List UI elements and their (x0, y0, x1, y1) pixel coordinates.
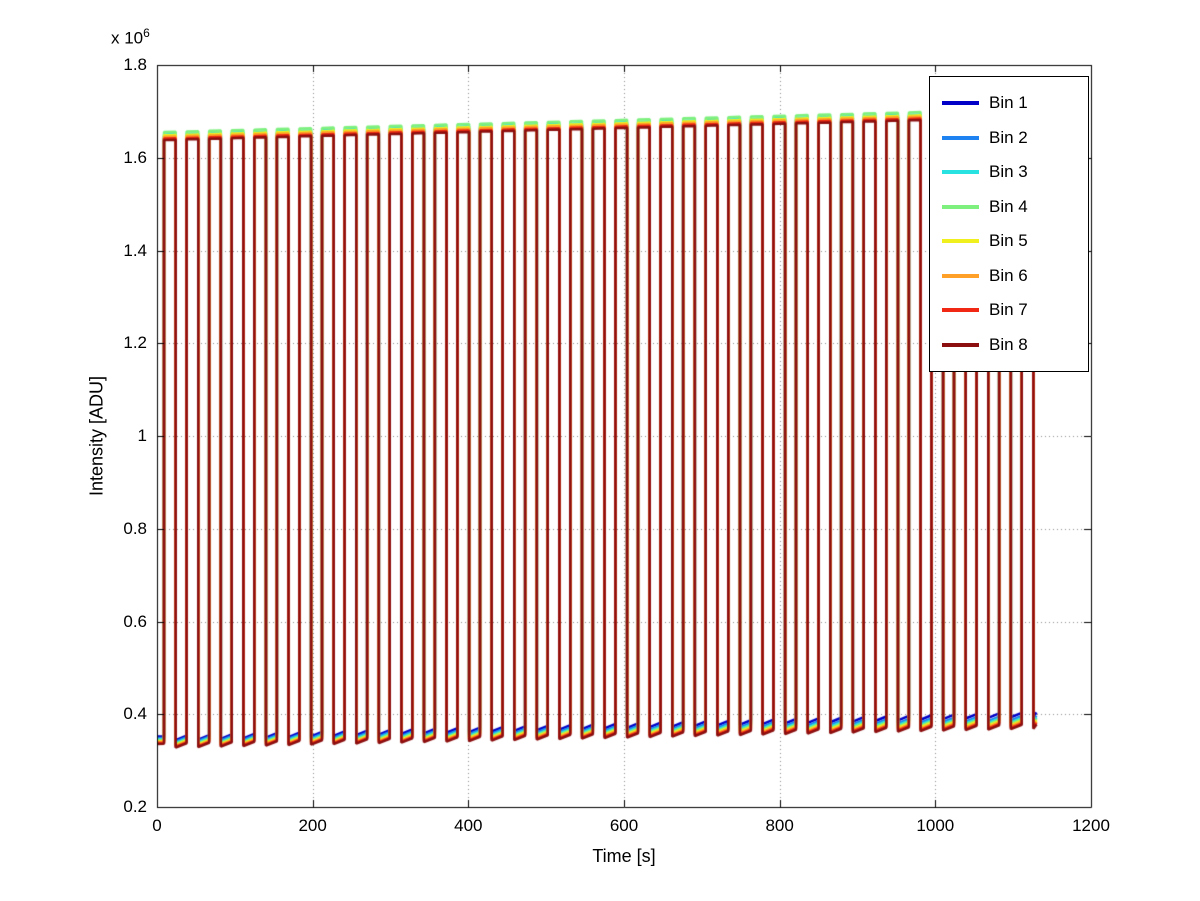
y-axis-multiplier: x 106 (111, 26, 150, 49)
legend-line-swatch (942, 239, 979, 244)
legend-label: Bin 1 (989, 93, 1028, 113)
legend-entry: Bin 1 (942, 86, 1088, 121)
legend-line-swatch (942, 170, 979, 175)
legend-entry: Bin 5 (942, 224, 1088, 259)
y-tick-label: 0.2 (123, 797, 147, 816)
legend-line-swatch (942, 135, 979, 140)
y-axis-multiplier-prefix: x 10 (111, 28, 144, 48)
y-tick-label: 1.4 (123, 240, 147, 260)
legend-entry: Bin 8 (942, 328, 1088, 363)
y-tick-label: 1.6 (123, 147, 147, 167)
legend-label: Bin 8 (989, 334, 1028, 354)
legend-line-swatch (942, 101, 979, 106)
legend-line-swatch (942, 342, 979, 347)
legend-label: Bin 7 (989, 300, 1028, 320)
legend-line-swatch (942, 204, 979, 209)
legend-entry: Bin 6 (942, 259, 1088, 294)
x-tick-label: 800 (765, 816, 794, 835)
y-tick-label: 0.6 (123, 611, 147, 631)
legend-line-swatch (942, 273, 979, 278)
x-tick-label: 1200 (1072, 816, 1110, 835)
x-tick-label: 1000 (916, 816, 955, 835)
x-tick-label: 400 (454, 816, 483, 835)
x-tick-label: 0 (152, 816, 162, 835)
legend-entry: Bin 3 (942, 155, 1088, 190)
legend-label: Bin 5 (989, 231, 1028, 251)
y-axis-multiplier-exponent: 6 (143, 26, 150, 40)
y-tick-label: 1.2 (123, 333, 147, 353)
legend-entry: Bin 4 (942, 190, 1088, 225)
y-tick-label: 0.4 (123, 704, 147, 724)
legend-label: Bin 2 (989, 127, 1028, 147)
x-tick-label: 200 (298, 816, 327, 835)
legend-label: Bin 4 (989, 196, 1028, 216)
legend-label: Bin 3 (989, 162, 1028, 182)
legend: Bin 1 Bin 2 Bin 3 Bin 4 Bin 5 Bin 6 Bin 7 Bin 8 (929, 76, 1089, 372)
legend-entry: Bin 2 (942, 121, 1088, 156)
legend-line-swatch (942, 308, 979, 313)
x-tick-label: 600 (609, 816, 639, 835)
y-tick-label: 0.8 (123, 518, 147, 538)
x-axis-label: Time [s] (592, 846, 656, 866)
y-tick-label: 1.8 (123, 55, 147, 74)
legend-entry: Bin 7 (942, 293, 1088, 328)
legend-label: Bin 6 (989, 265, 1028, 285)
y-tick-label: 1 (137, 426, 147, 445)
